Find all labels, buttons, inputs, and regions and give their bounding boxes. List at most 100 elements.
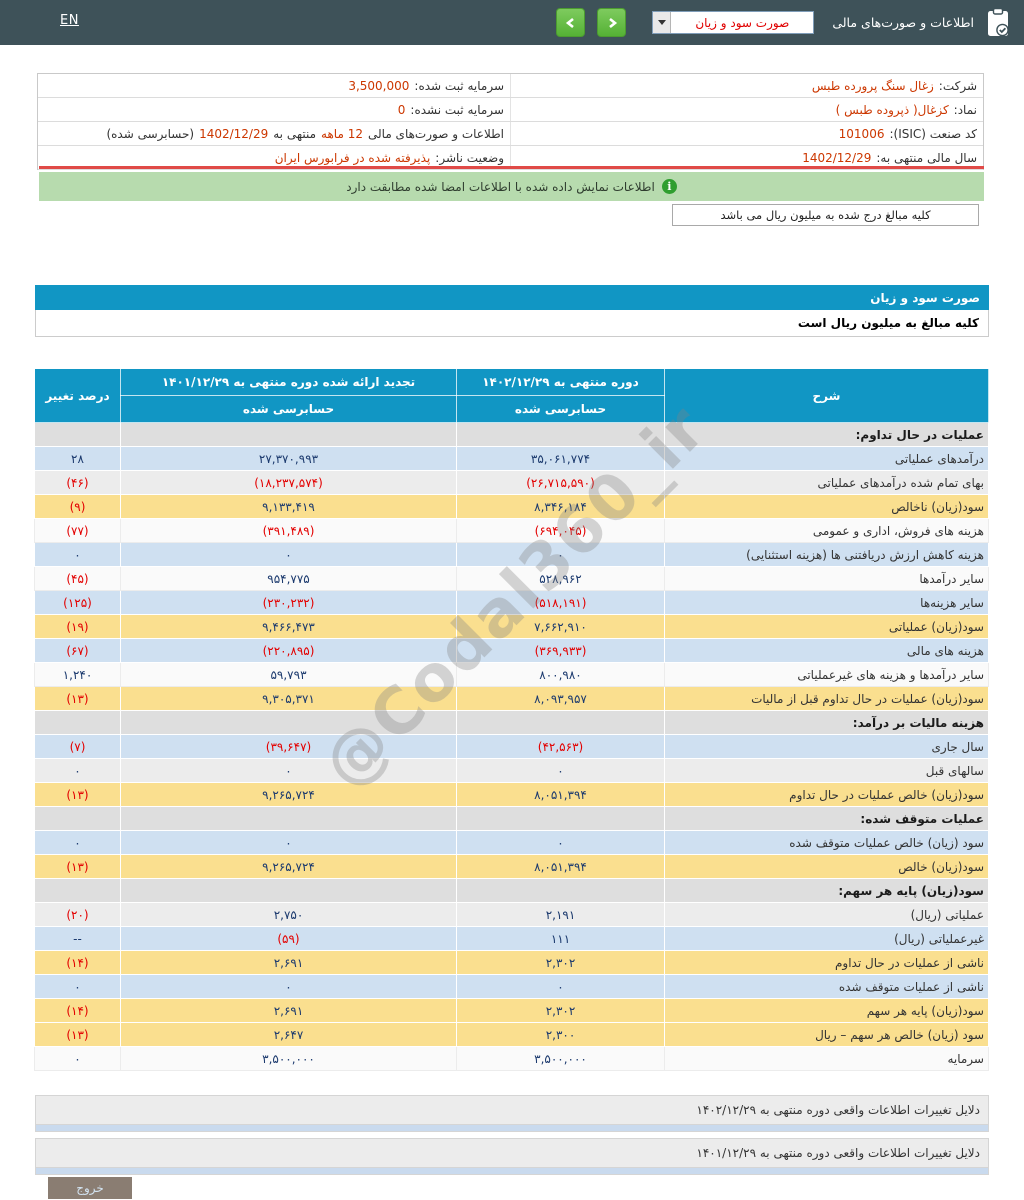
value-current-cell: ۱۱۱: [456, 926, 665, 951]
unregistered-capital-value: 0: [397, 102, 406, 117]
symbol-label: نماد:: [953, 102, 977, 117]
red-divider: [39, 166, 984, 169]
select-dropdown-arrow-icon[interactable]: [653, 12, 672, 33]
next-statement-button[interactable]: [597, 8, 627, 37]
statement-select[interactable]: صورت سود و زیان: [652, 11, 815, 34]
value-previous-cell: [120, 422, 457, 447]
desc-cell: سود(زیان) عملیات در حال تداوم قبل از مال…: [664, 686, 989, 711]
clipboard-report-icon: [986, 7, 1010, 38]
issuer-status-value: پذیرفته شده در فرابورس ایران: [274, 150, 431, 165]
pct-change-cell: (۱۳): [34, 854, 121, 879]
value-previous-cell: ۰: [120, 830, 457, 855]
period-field: اطلاعات و صورت‌های مالی 12 ماهه منتهی به…: [38, 122, 510, 145]
value-previous-cell: ۵۹,۷۹۳: [120, 662, 457, 687]
top-bar: اطلاعات و صورت‌های مالی صورت سود و زیان …: [0, 0, 1024, 45]
table-row: غیرعملیاتی (ریال) ۱۱۱ (۵۹) --: [34, 926, 989, 951]
pct-change-cell: ۰: [34, 1046, 121, 1071]
value-current-cell: ۸,۰۵۱,۳۹۴: [456, 854, 665, 879]
desc-cell: عملیاتی (ریال): [664, 902, 989, 927]
table-row: عملیاتی (ریال) ۲,۱۹۱ ۲,۷۵۰ (۲۰): [34, 902, 989, 927]
table-row: سود (زیان) خالص عملیات متوقف شده ۰ ۰ ۰: [34, 830, 989, 855]
english-language-link[interactable]: EN: [60, 13, 79, 28]
symbol-field: نماد: کزغال( ذپروده طبس ): [510, 98, 983, 121]
desc-cell: سالهای قبل: [664, 758, 989, 783]
info-row: سال مالی منتهی به: 1402/12/29 وضعیت ناشر…: [38, 146, 983, 170]
desc-cell: سود(زیان) پایه هر سهم:: [664, 878, 989, 903]
period-months-value: 12 ماهه: [321, 126, 363, 141]
table-row: بهای تمام شده درآمدهای عملیاتی (۲۶,۷۱۵,۵۹…: [34, 470, 989, 495]
desc-cell: سود(زیان) پایه هر سهم: [664, 998, 989, 1023]
fiscal-year-field: سال مالی منتهی به: 1402/12/29: [510, 146, 983, 169]
value-previous-cell: ۲۷,۳۷۰,۹۹۳: [120, 446, 457, 471]
pct-change-cell: (۲۰): [34, 902, 121, 927]
table-row: سود (زیان) خالص هر سهم – ریال ۲,۳۰۰ ۲,۶۴۷(…: [34, 1022, 989, 1047]
amounts-unit-note: کلیه مبالغ درج شده به میلیون ریال می باش…: [672, 204, 979, 226]
pct-change-cell: ۱,۲۴۰: [34, 662, 121, 687]
table-row: سود(زیان) خالص ۸,۰۵۱,۳۹۴ ۹,۲۶۵,۷۲۴ (۱۳): [34, 854, 989, 879]
table-row: هزینه کاهش ارزش دریافتنی ها (هزینه استثن…: [34, 542, 989, 567]
table-row: سود(زیان) ناخالص ۸,۳۴۶,۱۸۴ ۹,۱۳۳,۴۱۹ (۹): [34, 494, 989, 519]
value-previous-cell: (۳۹,۶۴۷): [120, 734, 457, 759]
company-field: شرکت: زغال سنگ پرورده طبس: [510, 74, 983, 97]
value-previous-cell: [120, 878, 457, 903]
desc-cell: عملیات در حال تداوم:: [664, 422, 989, 447]
pct-change-cell: ۰: [34, 758, 121, 783]
value-previous-cell: ۹,۲۶۵,۷۲۴: [120, 854, 457, 879]
signed-data-notice: i اطلاعات نمایش داده شده با اطلاعات امضا…: [39, 172, 984, 201]
pct-change-cell: (۹): [34, 494, 121, 519]
value-previous-cell: (۱۸,۲۳۷,۵۷۴): [120, 470, 457, 495]
statement-title-bar: صورت سود و زیان: [35, 285, 989, 310]
symbol-value: کزغال( ذپروده طبس ): [835, 102, 949, 117]
desc-cell: سود(زیان) خالص: [664, 854, 989, 879]
registered-capital-label: سرمایه ثبت شده:: [414, 78, 504, 93]
header-row: شرح دوره منتهی به ۱۴۰۲/۱۲/۲۹ تجدید ارائه…: [34, 368, 989, 423]
income-table-body: عملیات در حال تداوم: درآمدهای عملیاتی ۳۵,۰…: [34, 422, 989, 1071]
fiscal-year-value: 1402/12/29: [802, 150, 872, 165]
desc-cell: هزینه مالیات بر درآمد:: [664, 710, 989, 735]
table-row: درآمدهای عملیاتی ۳۵,۰۶۱,۷۷۴ ۲۷,۳۷۰,۹۹۳ ۲۸: [34, 446, 989, 471]
desc-cell: سایر درآمدها و هزینه های غیرعملیاتی: [664, 662, 989, 687]
desc-cell: عملیات متوقف شده:: [664, 806, 989, 831]
value-current-cell: [456, 710, 665, 735]
pct-change-cell: ۰: [34, 974, 121, 999]
column-subheader-audited-previous: حسابرسی شده: [120, 395, 457, 423]
issuer-status-label: وضعیت ناشر:: [435, 150, 504, 165]
pct-change-cell: (۴۵): [34, 566, 121, 591]
issuer-status-field: وضعیت ناشر: پذیرفته شده در فرابورس ایران: [38, 146, 510, 169]
previous-statement-button[interactable]: [556, 8, 586, 37]
change-reasons-1402-bar[interactable]: دلایل تغییرات اطلاعات واقعی دوره منتهی ب…: [35, 1095, 989, 1125]
unregistered-capital-label: سرمایه ثبت نشده:: [410, 102, 504, 117]
value-current-cell: (۳۶۹,۹۳۳): [456, 638, 665, 663]
value-current-cell: ۸,۳۴۶,۱۸۴: [456, 494, 665, 519]
value-previous-cell: ۹,۴۶۶,۴۷۳: [120, 614, 457, 639]
value-previous-cell: ۰: [120, 542, 457, 567]
pct-change-cell: (۱۴): [34, 998, 121, 1023]
desc-cell: سود(زیان) عملیاتی: [664, 614, 989, 639]
desc-cell: هزینه های مالی: [664, 638, 989, 663]
pct-change-cell: ۰: [34, 542, 121, 567]
table-row: سود(زیان) خالص عملیات در حال تداوم ۸,۰۵۱,…: [34, 782, 989, 807]
value-previous-cell: ۰: [120, 974, 457, 999]
section-row: عملیات متوقف شده:: [34, 806, 989, 831]
pct-change-cell: (۱۳): [34, 782, 121, 807]
exit-button[interactable]: خروج: [48, 1177, 132, 1199]
pct-change-cell: (۱۳): [34, 1022, 121, 1047]
table-row: سایر درآمدها ۵۲۸,۹۶۲ ۹۵۴,۷۷۵ (۴۵): [34, 566, 989, 591]
value-current-cell: ۷,۶۶۲,۹۱۰: [456, 614, 665, 639]
value-current-cell: ۸,۰۹۳,۹۵۷: [456, 686, 665, 711]
period-audited-label: (حسابرسی شده): [106, 126, 195, 141]
pct-change-cell: --: [34, 926, 121, 951]
pct-change-cell: [34, 710, 121, 735]
value-previous-cell: ۹,۳۰۵,۳۷۱: [120, 686, 457, 711]
change-reasons-1401-bar[interactable]: دلایل تغییرات اطلاعات واقعی دوره منتهی ب…: [35, 1138, 989, 1168]
isic-label: کد صنعت (ISIC):: [889, 126, 977, 141]
registered-capital-field: سرمایه ثبت شده: 3,500,000: [38, 74, 510, 97]
value-current-cell: ۳۵,۰۶۱,۷۷۴: [456, 446, 665, 471]
value-current-cell: ۳,۵۰۰,۰۰۰: [456, 1046, 665, 1071]
pct-change-cell: (۱۹): [34, 614, 121, 639]
table-row: سایر هزینه‌ها (۵۱۸,۱۹۱) (۲۳۰,۲۳۲) (۱۲۵): [34, 590, 989, 615]
desc-cell: بهای تمام شده درآمدهای عملیاتی: [664, 470, 989, 495]
value-current-cell: [456, 878, 665, 903]
column-subheader-audited-current: حسابرسی شده: [456, 395, 665, 423]
